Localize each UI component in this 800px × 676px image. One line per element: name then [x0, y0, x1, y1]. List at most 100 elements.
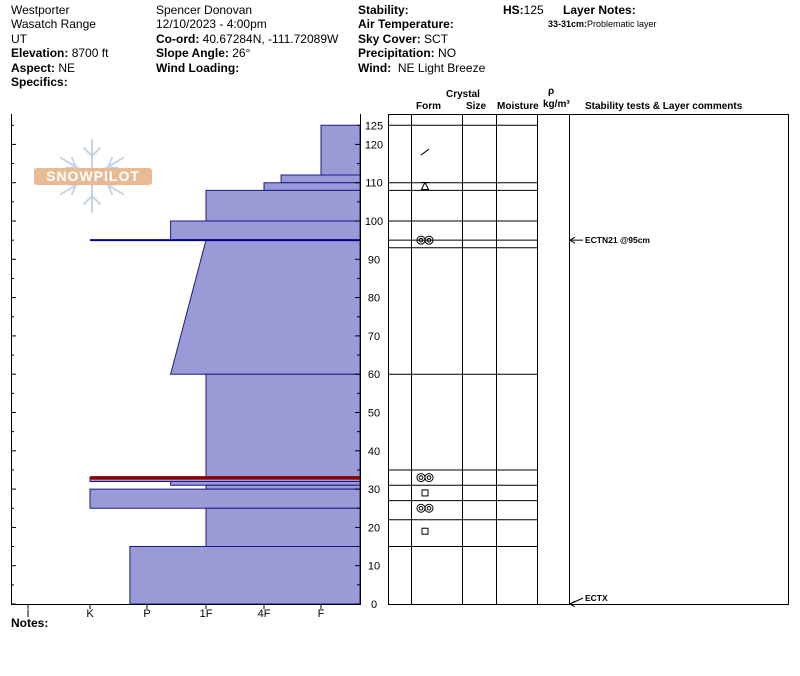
aspect: Aspect: NE: [11, 61, 75, 75]
slope-value: 26°: [232, 46, 251, 60]
wind-loading-label: Wind Loading:: [156, 61, 240, 75]
slope-angle: Slope Angle: 26°: [156, 46, 250, 60]
specifics-label: Specifics:: [11, 75, 68, 89]
hardness-layers: [89, 124, 361, 605]
aspect-value: NE: [58, 61, 76, 75]
hardness-layer-5: [169, 239, 361, 375]
location: Westporter: [11, 3, 70, 17]
stability-test-0: ECTN21 @95cm: [569, 235, 650, 245]
hardness-layer-10: [89, 488, 361, 509]
left-depth-ticks: [11, 124, 360, 605]
elevation-label: Elevation:: [11, 46, 69, 60]
crystal-header: Crystal: [446, 89, 480, 100]
aspect-label: Aspect:: [11, 61, 56, 75]
hardness-axis: I K P 1F 4F F: [26, 604, 325, 620]
depth-tick-label-100: 100: [365, 216, 383, 228]
range: Wasatch Range: [11, 17, 96, 31]
faceted-icon: [421, 527, 429, 535]
state: UT: [11, 32, 27, 46]
hardness-layer-9: [205, 484, 361, 490]
wind-label: Wind:: [358, 61, 392, 75]
hardness-layer-8: [170, 480, 361, 486]
crystal-form-surface-hoar-2: [416, 235, 434, 245]
hardness-layer-2: [263, 182, 361, 191]
stability-label: Stability:: [358, 3, 409, 17]
observer: Spencer Donovan: [156, 3, 253, 17]
sky-label: Sky Cover:: [358, 32, 421, 46]
arrow-icon: [569, 600, 576, 608]
hs: HS:125: [503, 3, 544, 17]
ring-inner-right: [426, 237, 432, 243]
hs-label: HS:: [503, 3, 524, 17]
size-header: Size: [466, 101, 487, 112]
crystal-form-surface-hoar-5: [416, 503, 434, 513]
ring-icon-left: [416, 503, 426, 513]
depth-tick-label-110: 110: [365, 178, 383, 190]
hardness-tick-label-0: I: [26, 608, 29, 620]
depth-tick-label-60: 60: [368, 369, 380, 381]
hardness-tick-label-3: 1F: [200, 608, 213, 620]
crystal-table-frame: [388, 114, 789, 605]
elevation-value: 8700 ft: [71, 46, 109, 60]
ring-icon-right: [424, 235, 434, 245]
precipitation: Precipitation: NO: [358, 46, 456, 60]
hardness-layer-6: [205, 373, 361, 479]
depth-tick-label-70: 70: [368, 331, 380, 343]
test-label: ECTX: [585, 593, 608, 603]
hardness-tick-label-1: K: [86, 608, 94, 620]
hardness-layer-12: [129, 546, 361, 605]
crystal-form-square-4: [421, 489, 429, 497]
wind-value: NE Light Breeze: [397, 61, 486, 75]
hardness-layer-0: [320, 124, 361, 176]
crystal-forms: [416, 148, 434, 535]
depth-tick-label-10: 10: [368, 561, 380, 573]
hardness-tick-label-5: F: [318, 608, 325, 620]
notes-label: Notes:: [11, 616, 49, 630]
triangle-icon: [420, 181, 430, 191]
depth-tick-label-80: 80: [368, 293, 380, 305]
wind: Wind: NE Light Breeze: [358, 61, 485, 75]
hardness-layer-3: [205, 189, 361, 222]
test-label: ECTN21 @95cm: [585, 235, 650, 245]
elevation: Elevation: 8700 ft: [11, 46, 108, 60]
logo-text: SNOWPILOT: [46, 168, 140, 184]
crystal-form-slash-0: [420, 148, 430, 156]
air-temp-label: Air Temperature:: [358, 17, 454, 31]
slash-icon: [420, 148, 430, 156]
coord-label: Co-ord:: [156, 32, 200, 46]
depth-axis: 0 10 20 30 40 50 60 70 80 90 100 110 120 125: [365, 120, 383, 611]
hardness-tick-label-4: 4F: [258, 608, 271, 620]
ring-icon-left: [416, 473, 426, 483]
depth-tick-label-50: 50: [368, 408, 380, 420]
ring-inner-left: [418, 237, 424, 243]
layer-note: 33-31cm:Problematic layer: [548, 19, 657, 30]
ring-icon-right: [424, 473, 434, 483]
sky-value: SCT: [424, 32, 449, 46]
stability-tests: ECTN21 @95cm ECTX: [569, 235, 650, 608]
arrow-icon: [569, 236, 576, 244]
weak-layer-marker: [90, 476, 360, 480]
ring-inner-left: [418, 475, 424, 480]
layer-notes-label: Layer Notes:: [563, 3, 636, 17]
coord-value: 40.67284N, -111.72089W: [202, 32, 339, 46]
slope-label: Slope Angle:: [156, 46, 229, 60]
crystal-form-facet-rounding-1: [420, 181, 430, 191]
comments-header: Stability tests & Layer comments: [585, 101, 743, 112]
ring-inner-left: [418, 505, 424, 511]
hardness-layer-4: [170, 220, 361, 241]
layer-note-range: 33-31cm:: [548, 19, 588, 29]
depth-tick-label-40: 40: [368, 446, 380, 458]
snowpilot-logo: SNOWPILOT: [34, 139, 152, 213]
hardness-layer-1: [280, 174, 361, 184]
depth-tick-label-0: 0: [371, 599, 377, 611]
precip-label: Precipitation:: [358, 46, 435, 60]
density-header: kg/m³: [543, 99, 570, 110]
depth-tick-label-20: 20: [368, 522, 380, 534]
crystal-form-square-6: [421, 527, 429, 535]
depth-tick-label-90: 90: [368, 254, 380, 266]
hardness-panel-frame: [11, 114, 361, 605]
coordinates: Co-ord: 40.67284N, -111.72089W: [156, 32, 338, 46]
table-layer-boundaries: [388, 124, 537, 548]
ring-inner-right: [426, 505, 432, 511]
